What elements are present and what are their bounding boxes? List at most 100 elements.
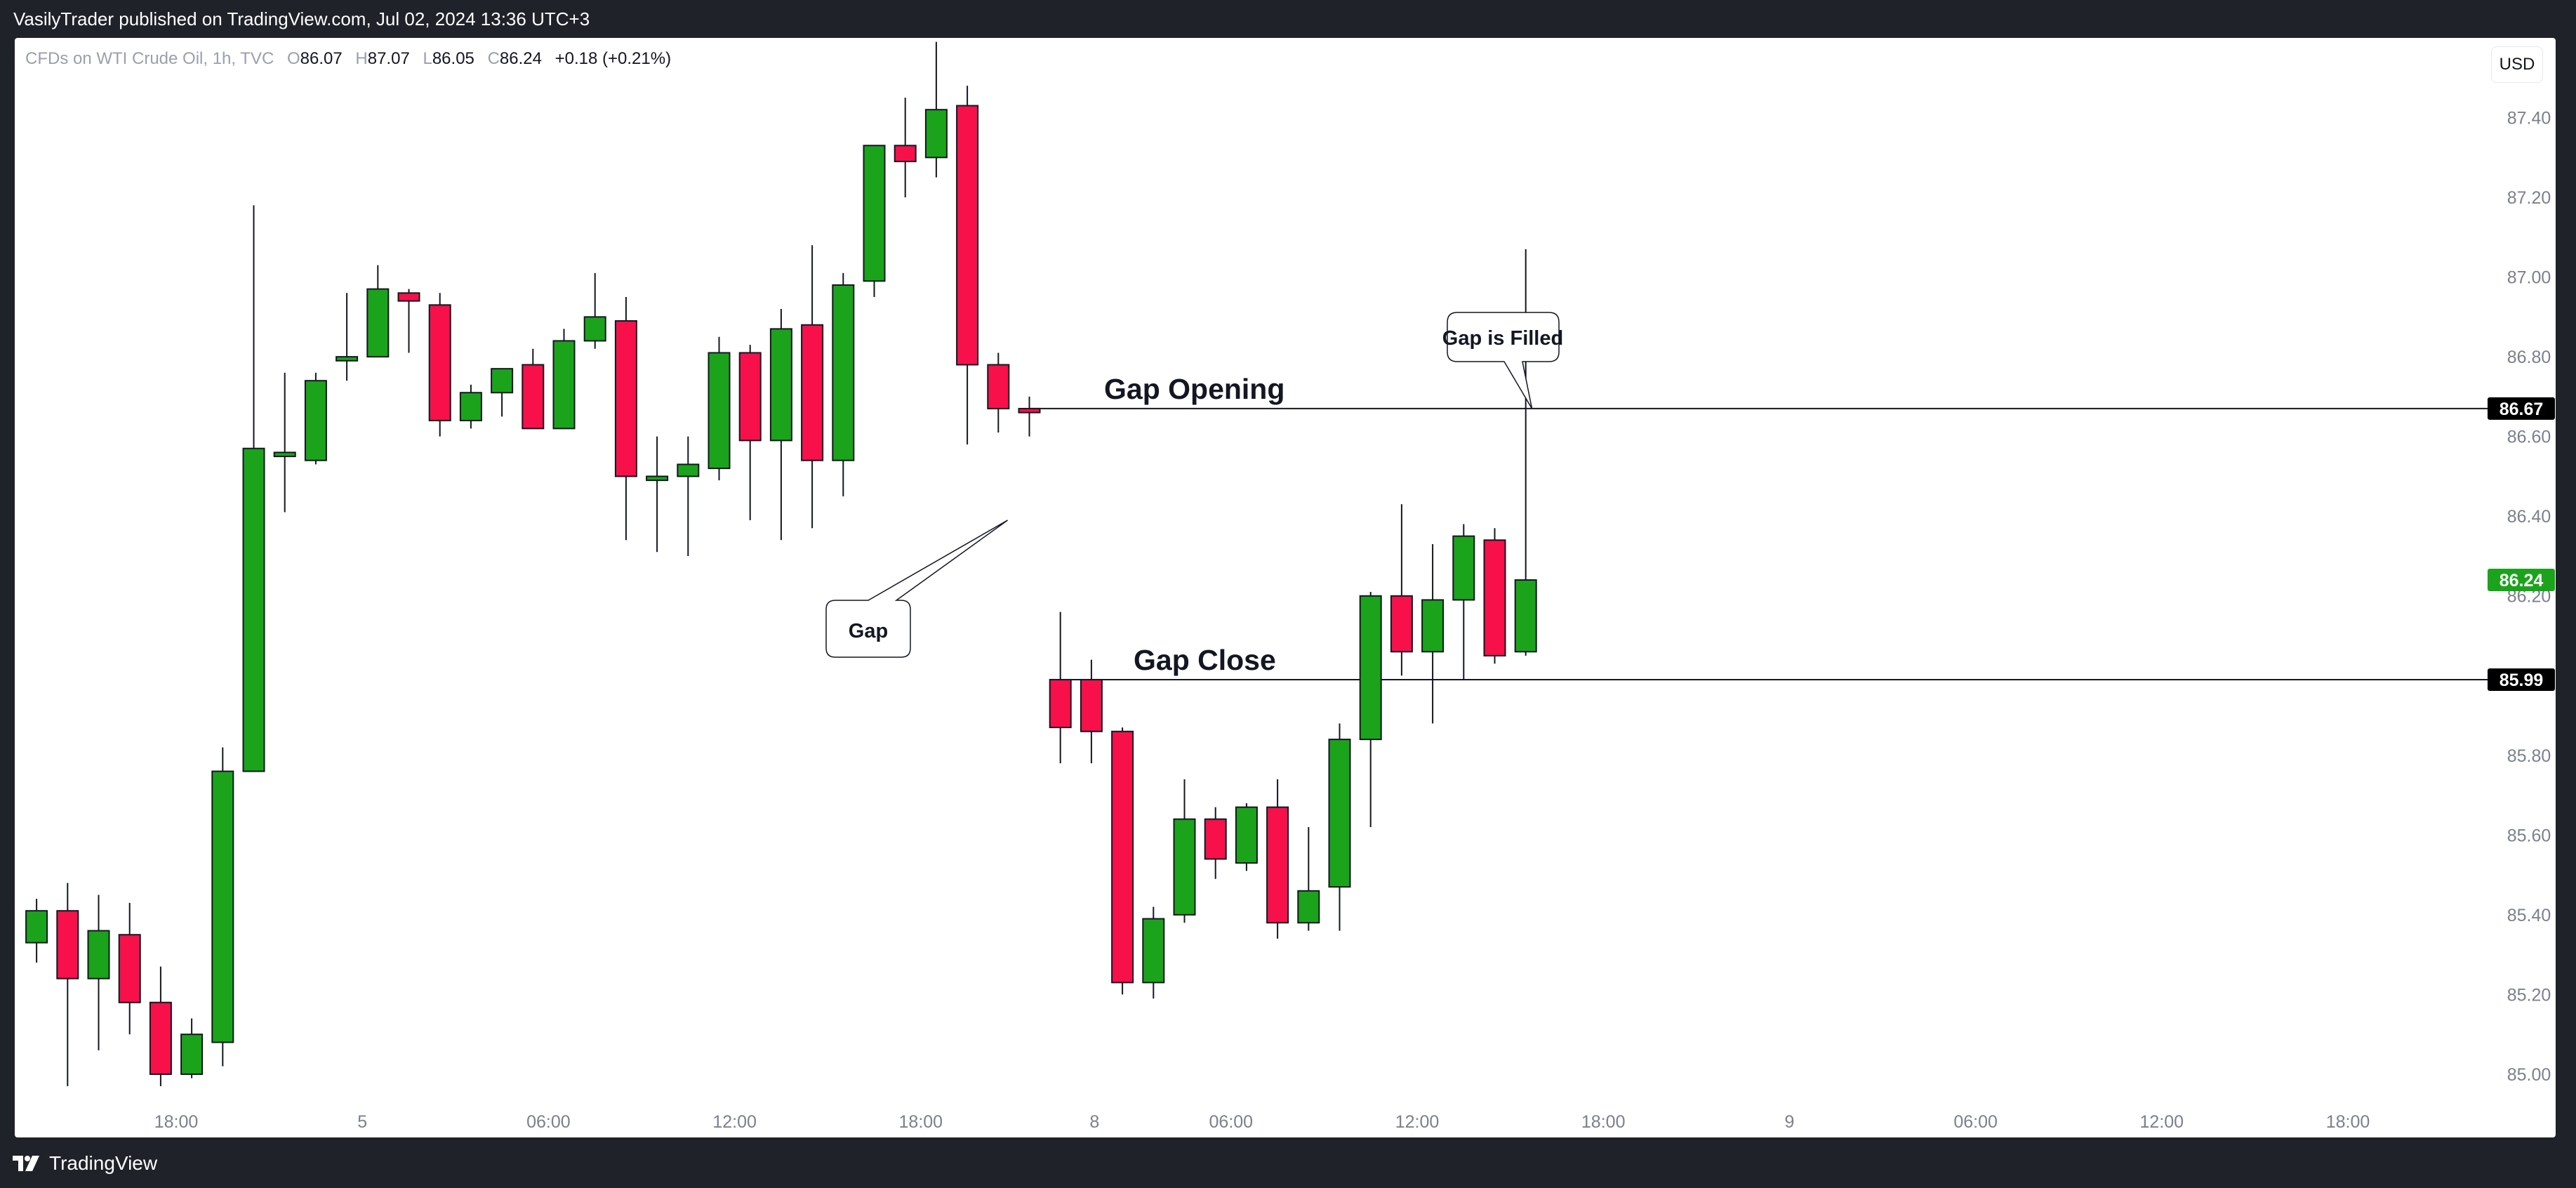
candle-body xyxy=(428,304,451,421)
chart-panel[interactable]: 18:00 5 06:00 12:00 18:00 8 06:00 12:00 18:00 9 06… xyxy=(15,38,2556,1137)
candle xyxy=(522,348,545,430)
candle-body xyxy=(87,930,110,979)
candle xyxy=(1204,807,1227,879)
candle xyxy=(1390,504,1413,676)
candle xyxy=(1421,543,1445,724)
candle xyxy=(1328,723,1351,931)
time-tick-label: 06:00 xyxy=(526,1112,571,1132)
gap-opening-price-tag-text: 86.67 xyxy=(2499,400,2544,419)
candle-body xyxy=(646,475,669,482)
horizontal-levels[interactable] xyxy=(1029,407,2492,680)
price-tags: 86.67 85.99 86.24 xyxy=(2488,397,2555,691)
gap-filled-callout-text: Gap is Filled xyxy=(1442,327,1563,350)
legend-high-value: 87.07 xyxy=(367,49,410,68)
candle-body xyxy=(894,145,917,162)
candle xyxy=(118,902,141,1035)
last-price-tag: 86.24 xyxy=(2488,569,2555,592)
time-tick-label: 5 xyxy=(357,1112,367,1132)
candle xyxy=(1266,779,1289,939)
legend-close-label: C xyxy=(487,49,500,68)
candle xyxy=(1080,659,1103,764)
candle xyxy=(1359,592,1382,827)
candle-body xyxy=(987,364,1010,409)
candle-body xyxy=(1266,806,1289,924)
candle-body xyxy=(25,910,48,944)
candle xyxy=(769,309,792,541)
candle-body xyxy=(1359,595,1382,741)
candle xyxy=(801,245,824,529)
candle xyxy=(583,272,606,349)
legend-high-label: H xyxy=(355,49,368,68)
candle xyxy=(25,899,48,963)
price-tick-label: 85.40 xyxy=(2507,906,2551,925)
candle-body xyxy=(801,324,824,461)
candle-body xyxy=(149,1001,172,1075)
candle xyxy=(1483,528,1506,664)
gap-filled-callout-box[interactable] xyxy=(1447,312,1560,409)
candle xyxy=(304,372,327,465)
tradingview-brand[interactable]: TradingView xyxy=(13,1150,157,1177)
gap-callout[interactable]: Gap xyxy=(825,520,1008,658)
price-tick-label: 86.60 xyxy=(2507,428,2551,447)
legend-low-value: 86.05 xyxy=(432,49,474,68)
published-by-text: VasilyTrader published on TradingView.co… xyxy=(13,8,590,29)
price-tick-label: 85.80 xyxy=(2507,746,2551,766)
candle-body xyxy=(1173,818,1196,916)
gap-close-price-tag-text: 85.99 xyxy=(2499,671,2544,690)
candle xyxy=(366,265,390,358)
candle-body xyxy=(1018,407,1041,414)
footer-bar: TradingView xyxy=(0,1137,2576,1188)
candle xyxy=(273,372,296,513)
candle xyxy=(832,272,855,496)
price-tick-label: 85.20 xyxy=(2507,985,2551,1005)
candle xyxy=(956,86,979,445)
time-tick-label: 06:00 xyxy=(1209,1112,1254,1132)
candle-body xyxy=(1204,818,1227,860)
candle xyxy=(336,293,359,381)
candle xyxy=(1049,612,1072,764)
annotations[interactable]: Gap Opening Gap Close Gap Gap is Filled xyxy=(825,312,1563,676)
candle xyxy=(738,345,762,520)
legend-change: +0.18 (+0.21%) xyxy=(555,49,672,68)
candle xyxy=(397,289,420,353)
gap-close-label: Gap Close xyxy=(1134,644,1276,676)
candle xyxy=(428,293,451,437)
candle xyxy=(614,296,637,541)
brand-name: TradingView xyxy=(49,1152,158,1174)
gap-filled-callout[interactable]: Gap is Filled xyxy=(1442,312,1563,409)
candle-body xyxy=(304,380,327,461)
price-tick-label: 86.80 xyxy=(2507,348,2551,367)
candle-body xyxy=(491,368,514,394)
candle-body xyxy=(211,770,234,1043)
candle-body xyxy=(1297,890,1320,924)
candle xyxy=(1514,249,1537,656)
candle-body xyxy=(180,1034,204,1075)
candle-body xyxy=(1328,739,1351,888)
candle-body xyxy=(273,451,296,458)
gap-close-price-tag: 85.99 xyxy=(2488,668,2555,691)
candle-body xyxy=(677,463,700,477)
candle xyxy=(242,205,265,772)
price-axis[interactable]: 87.4087.2087.0086.8086.6086.4086.2085.80… xyxy=(2507,109,2551,1085)
candle-body xyxy=(1049,678,1072,729)
candle xyxy=(149,966,172,1086)
price-chart[interactable]: 18:00 5 06:00 12:00 18:00 8 06:00 12:00 18:00 9 06… xyxy=(15,38,2556,1137)
gap-opening-price-tag: 86.67 xyxy=(2488,397,2555,420)
gap-callout-box[interactable] xyxy=(825,520,1008,658)
candle-body xyxy=(956,105,979,366)
candle xyxy=(1452,524,1475,680)
time-tick-label: 18:00 xyxy=(1581,1112,1626,1132)
candle-body xyxy=(1483,539,1506,656)
currency-button[interactable]: USD xyxy=(2491,46,2543,83)
candle-body xyxy=(1080,678,1103,732)
candle xyxy=(1111,727,1134,995)
candle-body xyxy=(832,284,855,461)
time-tick-label: 06:00 xyxy=(1953,1112,1998,1132)
symbol-legend: CFDs on WTI Crude Oil, 1h, TVC O86.07 H8… xyxy=(25,49,671,69)
time-tick-label: 8 xyxy=(1089,1112,1099,1132)
candle xyxy=(1235,803,1258,871)
price-tick-label: 85.60 xyxy=(2507,826,2551,845)
candle xyxy=(987,352,1010,433)
price-tick-label: 87.20 xyxy=(2507,188,2551,208)
candle-body xyxy=(863,145,886,282)
